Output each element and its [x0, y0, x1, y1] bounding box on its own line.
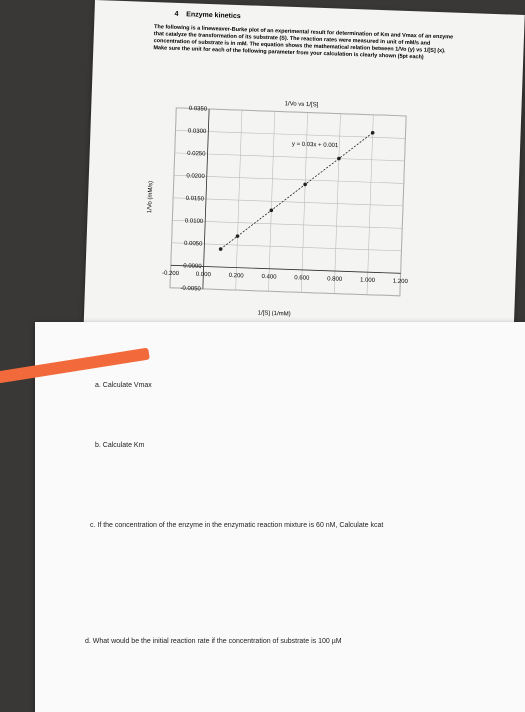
y-tick-label: 0.0100 [185, 218, 204, 225]
data-point [370, 130, 375, 135]
grid-line [301, 112, 308, 293]
worksheet-top: 4 Enzyme kinetics The following is a lin… [83, 0, 525, 350]
number: 4 [174, 10, 179, 18]
question: d. What would be the initial reaction ra… [85, 638, 342, 645]
grid-line [268, 111, 276, 292]
question: c. If the concentration of the enzyme in… [90, 522, 384, 529]
question: b. Calculate Km [95, 442, 145, 449]
intro: The following is a lineweaver-Burke plot… [153, 24, 454, 61]
grid-line [169, 107, 177, 288]
y-tick-label: 0.0250 [187, 151, 206, 158]
grid-line [173, 197, 404, 207]
y-tick-label: 0.0200 [186, 173, 205, 180]
question: a. Calculate Vmax [95, 382, 152, 389]
x-tick-label: 1.000 [360, 277, 376, 284]
grid-line [169, 287, 400, 297]
y-tick-label: 0.0000 [183, 263, 202, 270]
grid-line [176, 107, 407, 117]
x-tick-label: 0.400 [261, 274, 277, 281]
title: Enzyme kinetics [186, 11, 241, 21]
grid-line [333, 113, 341, 294]
grid-line [399, 115, 407, 296]
data-point [303, 182, 307, 187]
y-tick-label: 0.0150 [186, 196, 205, 203]
data-point [269, 208, 274, 213]
data-point [337, 156, 341, 161]
annotation: y = 0.03x + 0.001 [292, 142, 339, 150]
grid-line [172, 220, 403, 229]
x-tick-label: 0.600 [294, 275, 310, 282]
x-tick-label: 0.200 [229, 273, 245, 280]
x-axis [170, 264, 401, 274]
grid-line [174, 152, 405, 162]
grid-line [175, 130, 406, 139]
x-axis-label: 1/[S] (1/mM) [258, 310, 291, 317]
grid-line [171, 242, 402, 252]
x-tick-label: -0.200 [162, 271, 180, 278]
grid-line [173, 175, 404, 184]
y-tick-label: 0.0350 [189, 106, 208, 113]
header: 4 Enzyme kinetics [174, 11, 240, 20]
x-tick-label: 0.800 [327, 276, 343, 283]
data-point [218, 247, 223, 251]
trend-line [220, 132, 373, 250]
y-tick-label: 0.0050 [184, 241, 203, 248]
y-tick-label: -0.0050 [180, 286, 201, 293]
worksheet-bottom: a. Calculate Vmax b. Calculate Km c. If … [35, 322, 525, 712]
grid-line [235, 110, 243, 291]
chart-title: 1/Vo vs 1/[S] [285, 101, 319, 108]
y-tick-label: 0.0300 [188, 128, 207, 135]
grid-line [366, 114, 374, 295]
chart: 1/Vo vs 1/[S] y = 0.03x + 0.001 1/[S] (1… [147, 101, 409, 317]
y-axis [202, 109, 210, 289]
y-axis-label: 1/Vo (mM/s) [147, 181, 154, 214]
data-point [235, 234, 240, 238]
x-tick-label: 1.200 [393, 279, 409, 286]
